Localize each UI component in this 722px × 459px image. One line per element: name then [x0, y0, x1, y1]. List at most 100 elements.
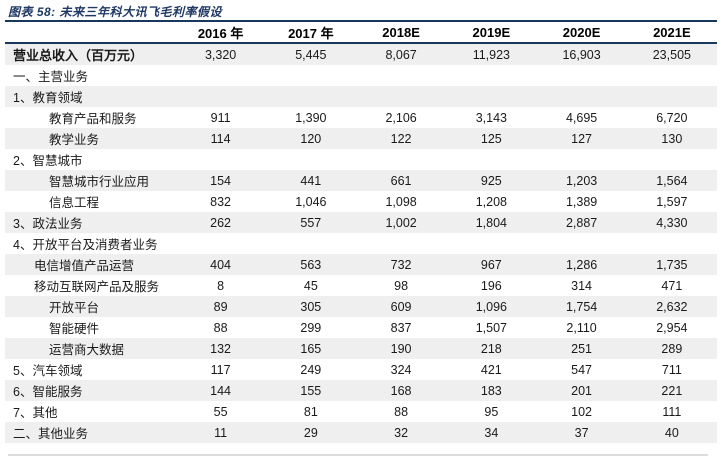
cell-value: 5,445 [295, 47, 327, 62]
cell-value: 1,735 [656, 257, 688, 272]
table-row: 6、智能服务 144 155 168 183 201 221 [5, 380, 717, 401]
corner-cell [5, 21, 176, 44]
cell-value [446, 149, 536, 170]
cell-value: 732 [390, 257, 412, 272]
cell-value: 6,720 [656, 110, 688, 125]
cell-value [446, 65, 536, 86]
table-row: 开放平台 89 305 609 1,096 1,754 2,632 [5, 296, 717, 317]
table-row: 7、其他 55 81 88 95 102 111 [5, 401, 717, 422]
cell-value: 88 [213, 320, 228, 335]
cell-value: 3,143 [475, 110, 507, 125]
cell-value [266, 233, 356, 254]
cell-value: 89 [213, 299, 228, 314]
row-label: 移动互联网产品及服务 [34, 280, 160, 294]
cell-value: 1,286 [565, 257, 598, 272]
cell-value: 299 [300, 320, 322, 335]
cell-value: 563 [300, 257, 322, 272]
row-label: 1、教育领域 [13, 91, 83, 105]
cell-value: 262 [210, 215, 232, 230]
cell-value: 45 [303, 278, 318, 293]
cell-value [627, 86, 717, 107]
cell-value: 1,507 [475, 320, 507, 335]
cell-value: 314 [571, 278, 593, 293]
row-label: 3、政法业务 [13, 217, 83, 231]
cell-value: 29 [303, 425, 318, 440]
cell-value: 183 [480, 383, 502, 398]
cell-value [627, 65, 717, 86]
table-row: 一、主营业务 [5, 65, 717, 86]
cell-value: 221 [661, 383, 683, 398]
cell-value [446, 86, 536, 107]
cell-value: 609 [390, 299, 412, 314]
table-body: 营业总收入（百万元） 3,320 5,445 8,067 11,923 16,903 23,… [5, 43, 717, 443]
table-row: 4、开放平台及消费者业务 [5, 233, 717, 254]
row-label: 开放平台 [49, 301, 100, 315]
revenue-assumption-table: 2016 年 2017 年 2018E 2019E 2020E 2021E 营业总收入（百… [5, 20, 717, 443]
cell-value: 2,887 [565, 215, 598, 230]
cell-value: 11,923 [472, 47, 510, 62]
cell-value: 32 [394, 425, 409, 440]
cell-value: 249 [300, 362, 322, 377]
cell-value: 1,564 [656, 173, 688, 188]
cell-value: 117 [210, 362, 231, 377]
cell-value: 102 [571, 404, 593, 419]
cell-value [356, 149, 446, 170]
cell-value [175, 86, 265, 107]
cell-value: 1,597 [656, 194, 688, 209]
cell-value: 2,954 [656, 320, 688, 335]
cell-value: 144 [210, 383, 232, 398]
cell-value: 1,754 [565, 299, 598, 314]
cell-value: 40 [664, 425, 679, 440]
row-label: 教学业务 [49, 133, 100, 147]
cell-value: 2,110 [566, 320, 597, 335]
cell-value: 98 [394, 278, 409, 293]
cell-value [627, 233, 717, 254]
cell-value: 661 [390, 173, 412, 188]
cell-value: 127 [571, 131, 593, 146]
cell-value [536, 149, 626, 170]
row-label: 4、开放平台及消费者业务 [13, 238, 158, 252]
table-row: 教育产品和服务 911 1,390 2,106 3,143 4,695 6,720 [5, 107, 717, 128]
cell-value: 305 [300, 299, 322, 314]
cell-value: 190 [390, 341, 412, 356]
cell-value: 1,046 [295, 194, 327, 209]
row-label: 5、汽车领域 [13, 364, 83, 378]
row-label: 教育产品和服务 [49, 112, 137, 126]
year-column-header: 2019E [446, 21, 537, 44]
cell-value: 155 [300, 383, 322, 398]
row-label: 2、智慧城市 [13, 154, 83, 168]
cell-value: 967 [480, 257, 502, 272]
cell-value: 925 [480, 173, 502, 188]
cell-value: 111 [662, 404, 682, 419]
year-column-header: 2021E [626, 21, 717, 44]
table-row: 智能硬件 88 299 837 1,507 2,110 2,954 [5, 317, 717, 338]
cell-value: 218 [480, 341, 502, 356]
cell-value: 1,804 [475, 215, 507, 230]
cell-value: 2,106 [385, 110, 417, 125]
table-row: 2、智慧城市 [5, 149, 717, 170]
cell-value: 11 [214, 425, 228, 440]
year-column-header: 2017 年 [265, 21, 356, 44]
table-row: 智慧城市行业应用 154 441 661 925 1,203 1,564 [5, 170, 717, 191]
table-row: 信息工程 832 1,046 1,098 1,208 1,389 1,597 [5, 191, 717, 212]
cell-value: 3,320 [204, 47, 237, 62]
cell-value: 832 [210, 194, 232, 209]
cell-value [175, 65, 265, 86]
table-row: 移动互联网产品及服务 8 45 98 196 314 471 [5, 275, 717, 296]
cell-value: 547 [571, 362, 593, 377]
cell-value: 132 [210, 341, 232, 356]
cell-value: 37 [574, 425, 589, 440]
table-row: 电信增值产品运营 404 563 732 967 1,286 1,735 [5, 254, 717, 275]
cell-value: 125 [480, 131, 502, 146]
cell-value [356, 233, 446, 254]
row-label: 二、其他业务 [13, 427, 89, 441]
cell-value [266, 149, 356, 170]
cell-value: 130 [661, 131, 683, 146]
table-row: 教学业务 114 120 122 125 127 130 [5, 128, 717, 149]
row-label: 营业总收入（百万元） [13, 48, 144, 63]
cell-value [266, 65, 356, 86]
cell-value: 16,903 [562, 47, 601, 62]
table-row: 5、汽车领域 117 249 324 421 547 711 [5, 359, 717, 380]
cell-value: 81 [303, 404, 318, 419]
